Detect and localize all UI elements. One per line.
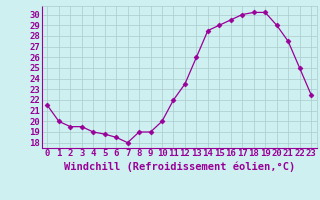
- X-axis label: Windchill (Refroidissement éolien,°C): Windchill (Refroidissement éolien,°C): [64, 161, 295, 172]
